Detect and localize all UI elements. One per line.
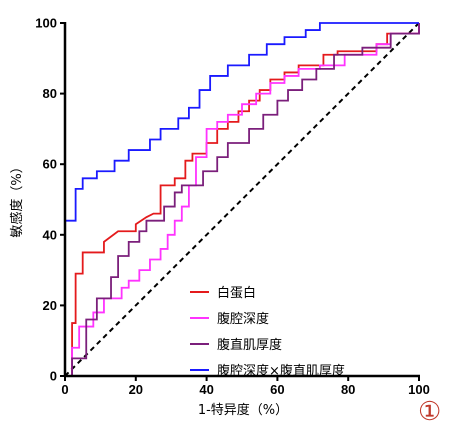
x-ticks: 0 20 40 60 80 100 [61,376,430,397]
legend-label-4: 腹腔深度×腹直肌厚度 [217,363,345,379]
reference-diagonal [64,22,420,377]
panel-label: ① [418,397,441,427]
series-line-4 [64,22,419,376]
legend-label-2: 腹腔深度 [217,311,269,327]
y-tick-label: 20 [43,298,57,313]
legend-label-3: 腹直肌厚度 [217,337,282,353]
legend-label-1: 白蛋白 [217,285,256,301]
y-tick-label: 0 [50,369,57,384]
x-tick-label: 80 [341,382,355,397]
y-tick-label: 80 [43,86,57,101]
y-tick-label: 40 [43,227,57,242]
y-tick-label: 100 [35,16,57,31]
x-tick-label: 100 [408,382,430,397]
x-axis-label: 1-特异度（%） [198,402,288,418]
y-axis-label: 敏感度（%） [9,160,25,237]
series-line-3 [65,23,420,377]
plot-area [64,22,420,377]
y-ticks: 0 20 40 60 80 100 [35,16,65,384]
series-line-1 [65,23,420,377]
x-tick-label: 0 [61,382,68,397]
x-tick-label: 40 [199,382,213,397]
x-tick-label: 20 [129,382,143,397]
axes [63,22,420,378]
y-tick-label: 60 [43,157,57,172]
x-tick-label: 60 [270,382,284,397]
